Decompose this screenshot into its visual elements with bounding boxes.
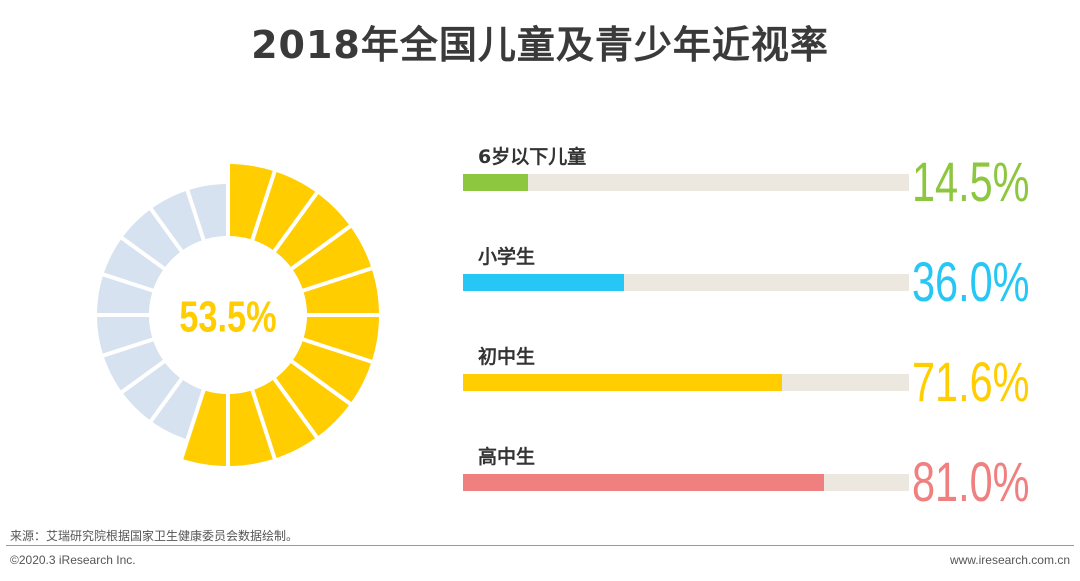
donut-segment — [274, 361, 351, 438]
donut-ring — [96, 163, 380, 467]
bar-fill — [463, 174, 528, 191]
donut-separator — [289, 224, 353, 271]
donut-separator — [120, 359, 167, 395]
bar-category-label: 高中生 — [478, 446, 536, 468]
donut-separator — [101, 272, 155, 293]
bar-value-label: 14.5% — [912, 150, 1030, 213]
donut-separator — [289, 359, 353, 406]
donut-chart: 53.5% — [96, 163, 380, 467]
bar-track — [463, 474, 909, 491]
donut-segment — [228, 390, 275, 466]
website: www.iresearch.com.cn — [949, 553, 1070, 567]
donut-separator — [185, 188, 206, 242]
bar-track — [463, 174, 909, 191]
bar-value-label: 36.0% — [912, 250, 1030, 313]
source-note: 来源：艾瑞研究院根据国家卫生健康委员会数据绘制。 — [10, 529, 299, 543]
bar-fill — [463, 474, 825, 491]
footer-divider — [6, 545, 1074, 546]
copyright: ©2020.3 iResearch Inc. — [10, 553, 136, 567]
donut-segment — [303, 268, 379, 315]
bar-category-label: 初中生 — [478, 346, 536, 368]
bar-track — [463, 374, 909, 391]
donut-center-label: 53.5% — [179, 293, 276, 342]
donut-separator — [301, 266, 374, 293]
donut-segment — [181, 390, 228, 466]
chart-title: 2018年全国儿童及青少年近视率 — [251, 23, 829, 67]
donut-separator — [101, 337, 155, 358]
donut-separator — [272, 376, 319, 440]
bar-fill — [463, 374, 783, 391]
donut-separator — [301, 337, 374, 364]
donut-center — [149, 236, 307, 394]
donut-separator — [250, 169, 277, 242]
donut-separator — [250, 388, 277, 461]
donut-separator — [120, 235, 167, 271]
bar-category-label: 小学生 — [478, 246, 536, 268]
donut-separator — [179, 388, 206, 461]
donut-separator — [148, 207, 184, 254]
bar-fill — [463, 274, 624, 291]
bar-category-label: 6岁以下儿童 — [478, 146, 587, 168]
bar-value-label: 71.6% — [912, 350, 1030, 413]
bar-value-label: 81.0% — [912, 450, 1030, 513]
donut-segment — [274, 192, 351, 269]
bar-track — [463, 274, 909, 291]
donut-segment — [228, 164, 275, 240]
donut-separator — [272, 190, 319, 254]
donut-segment — [303, 315, 379, 362]
donut-separator — [148, 376, 184, 423]
